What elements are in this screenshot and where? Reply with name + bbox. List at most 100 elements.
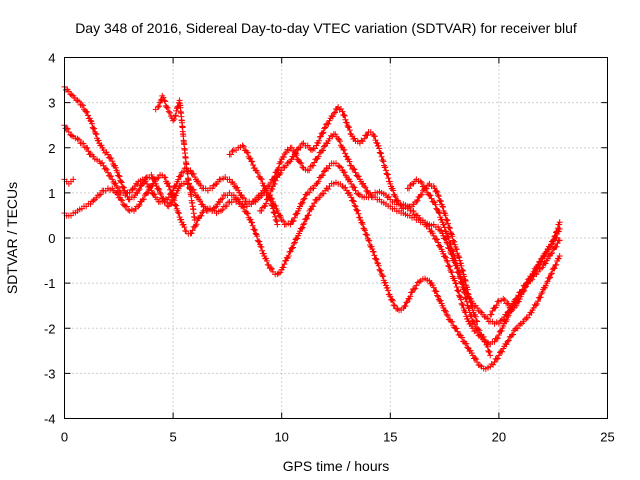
data-point-dense [254,169,261,176]
data-point-dense [493,302,500,309]
data-point-dense [192,222,199,229]
data-point-dense [394,197,401,204]
series-sdtvar-track-e [152,92,198,223]
data-point-dense [550,237,557,244]
y-axis-label: SDTVAR / TECUs [4,182,20,294]
data-point-dense [249,219,256,226]
data-point-dense [372,137,379,144]
data-point-dense [298,140,305,147]
data-point [534,268,541,275]
data-point-dense [537,265,544,272]
data-point-dense [503,312,510,319]
data-point-dense [146,186,153,193]
y-tick-label: -4 [44,412,56,427]
data-point-dense [190,170,197,177]
data-point-dense [554,228,561,235]
data-point-dense [437,297,444,304]
data-point-dense [151,191,158,198]
data-point-dense [418,179,425,186]
data-point-dense [136,202,143,209]
data-point-dense [136,186,143,193]
data-point-dense [477,308,484,315]
data-point-dense [449,318,456,325]
data-point-dense [510,331,517,338]
data-point-dense [277,269,284,276]
data-point-dense [171,201,178,208]
data-point-dense [93,131,100,138]
data-point-dense [277,214,284,221]
data-point-dense [236,200,243,207]
data-point-dense [329,113,336,120]
data-point-dense [84,112,91,119]
data-point-dense [114,169,121,176]
data-point-dense [544,278,551,285]
data-point [317,133,324,140]
data-point [352,187,359,194]
data-point-dense [108,173,115,180]
data-point [548,250,555,257]
data-point-dense [528,309,535,316]
data-point-dense [346,127,353,134]
data-point [70,176,77,183]
data-point [109,158,116,165]
data-point-dense [475,326,482,333]
data-point-dense [371,252,378,259]
data-point-dense [173,107,180,114]
data-point [352,203,359,210]
data-point-dense [515,298,522,305]
data-point-dense [463,298,470,305]
data-point [209,185,216,192]
data-point-dense [258,176,265,183]
data-point-dense [549,250,556,257]
data-point-dense [301,195,308,202]
data-point-dense [373,256,380,263]
data-point-dense [469,303,476,310]
data-point-dense [157,191,164,198]
data-point-dense [244,149,251,156]
data-point [117,196,124,203]
data-point-dense [280,154,287,161]
data-point-dense [458,334,465,341]
data-point-dense [532,302,539,309]
data-point-dense [455,268,462,275]
data-point-dense [212,181,219,188]
data-point-dense [433,236,440,243]
data-point-dense [271,180,278,187]
data-point-dense [275,270,282,277]
data-point-dense [340,112,347,119]
data-point-dense [407,293,414,300]
data-point-dense [377,150,384,157]
data-point-dense [493,356,500,363]
data-point-dense [299,224,306,231]
data-point [487,352,494,359]
data-point-dense [458,296,465,303]
data-point-dense [277,159,284,166]
data-point-dense [551,233,558,240]
data-point-dense [338,106,345,113]
series-sdtvar-track-c [61,171,563,372]
data-point-dense [473,356,480,363]
data-point [374,140,381,147]
data-point-dense [541,253,548,260]
data-point-dense [412,285,419,292]
data-point [230,180,237,187]
data-point [178,169,185,176]
data-point [154,104,161,111]
data-point [482,313,489,320]
data-point [74,97,81,104]
data-point-dense [448,247,455,254]
series-sdtvar-track-f [226,142,281,228]
data-point-dense [533,301,540,308]
data-point-dense [119,197,126,204]
data-point-dense [167,186,174,193]
data-point [256,194,263,201]
data-point [361,135,368,142]
data-point-dense [289,244,296,251]
data-point-dense [451,238,458,245]
data-point-dense [240,204,247,211]
data-point-dense [464,315,471,322]
data-point-dense [162,98,169,105]
data-point-dense [346,124,353,131]
data-point [343,119,350,126]
data-point-dense [448,269,455,276]
